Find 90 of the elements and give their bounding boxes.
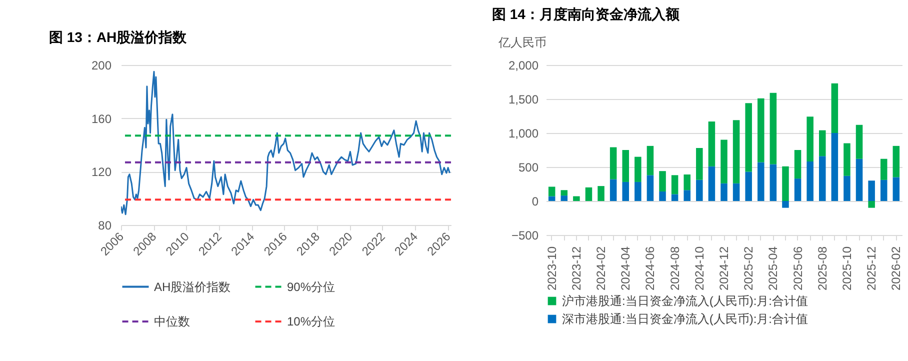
bar	[831, 133, 838, 201]
bar	[806, 162, 814, 201]
bar	[573, 196, 580, 201]
y-tick-label: 2,000	[508, 58, 539, 72]
y-tick-label: 0	[532, 194, 539, 208]
bar	[856, 124, 863, 159]
bar	[671, 194, 678, 201]
bar	[758, 98, 764, 162]
x-tick-label: 2025-12	[864, 246, 879, 291]
bar	[598, 186, 604, 201]
legend-label: 沪市港股通:当日资金净流入(人民币):月:合计值	[562, 294, 808, 308]
legend-label: 深市港股通:当日资金净流入(人民币):月:合计值	[562, 312, 808, 326]
bar	[782, 201, 789, 208]
bar	[634, 156, 642, 182]
x-tick-label: 2024-12	[717, 246, 731, 291]
bar	[745, 103, 752, 172]
bar	[806, 116, 814, 162]
y-tick-label: 1,500	[508, 92, 539, 106]
bar	[844, 176, 850, 201]
bar	[610, 147, 617, 180]
y-tick-label: 80	[98, 218, 112, 232]
bar	[770, 92, 777, 164]
bar	[818, 156, 826, 201]
y-tick-label: 120	[91, 165, 112, 180]
bar	[758, 162, 764, 201]
bar	[696, 148, 703, 180]
x-tick-label: 2024-08	[668, 246, 682, 291]
bar	[560, 190, 568, 196]
y-tick-label: 200	[91, 58, 112, 72]
bar	[770, 164, 777, 201]
legend-label: 中位数	[154, 314, 190, 328]
y-tick-label: 160	[91, 112, 112, 126]
bar	[732, 183, 740, 201]
line-series	[121, 70, 450, 216]
bar	[794, 150, 802, 179]
bar	[868, 201, 875, 208]
x-tick-label: 2026-02	[889, 246, 904, 291]
x-tick-label: 2025-08	[815, 246, 830, 291]
bar	[782, 166, 789, 201]
bar	[684, 190, 690, 201]
bar	[868, 180, 875, 201]
bar	[696, 180, 703, 201]
x-tick-label: 2023-10	[544, 246, 559, 291]
x-tick-label: 2025-06	[790, 246, 805, 291]
bar	[818, 130, 826, 156]
bar	[585, 187, 592, 201]
y-axis-title: 亿人民币	[498, 36, 546, 50]
bar	[659, 171, 666, 192]
bar	[548, 196, 556, 201]
bar	[684, 174, 690, 190]
legend-label: 10%分位	[287, 314, 336, 328]
bar	[745, 172, 752, 201]
bar	[708, 121, 716, 166]
bar	[794, 178, 802, 201]
y-tick-label: −500	[511, 228, 539, 242]
bar	[622, 150, 630, 182]
bar	[634, 182, 642, 201]
x-tick-label: 2023-12	[569, 246, 584, 291]
bar	[844, 143, 850, 176]
bar	[880, 158, 888, 180]
bar	[548, 186, 556, 196]
x-tick-label: 2024-10	[692, 246, 706, 291]
bar	[880, 180, 888, 201]
bar	[720, 183, 728, 201]
x-tick-label: 2025-10	[840, 246, 854, 291]
y-tick-label: 500	[518, 160, 539, 174]
y-tick-label: 1,000	[508, 126, 539, 140]
bar	[560, 196, 568, 201]
x-tick-label: 2025-02	[742, 246, 756, 291]
bar	[708, 166, 716, 201]
bar	[622, 182, 630, 201]
bar	[646, 175, 654, 201]
legend-label: AH股溢价指数	[154, 280, 231, 294]
legend-label: 90%分位	[287, 280, 336, 294]
bar	[892, 177, 900, 201]
bar	[892, 146, 900, 178]
x-tick-label: 2024-04	[618, 246, 633, 291]
chart-title: 图 14：月度南向资金净流入额	[492, 6, 680, 22]
x-tick-label: 2024-06	[643, 246, 658, 291]
x-tick-label: 2025-04	[766, 246, 780, 291]
bar	[646, 146, 654, 176]
bar	[659, 191, 666, 201]
bar	[671, 175, 678, 194]
bar	[856, 158, 863, 201]
bar	[610, 179, 617, 201]
bar	[720, 140, 728, 184]
bar	[732, 120, 740, 184]
bar	[831, 83, 838, 133]
chart-title: 图 13：AH股溢价指数	[48, 29, 188, 45]
x-tick-label: 2024-02	[594, 246, 608, 291]
